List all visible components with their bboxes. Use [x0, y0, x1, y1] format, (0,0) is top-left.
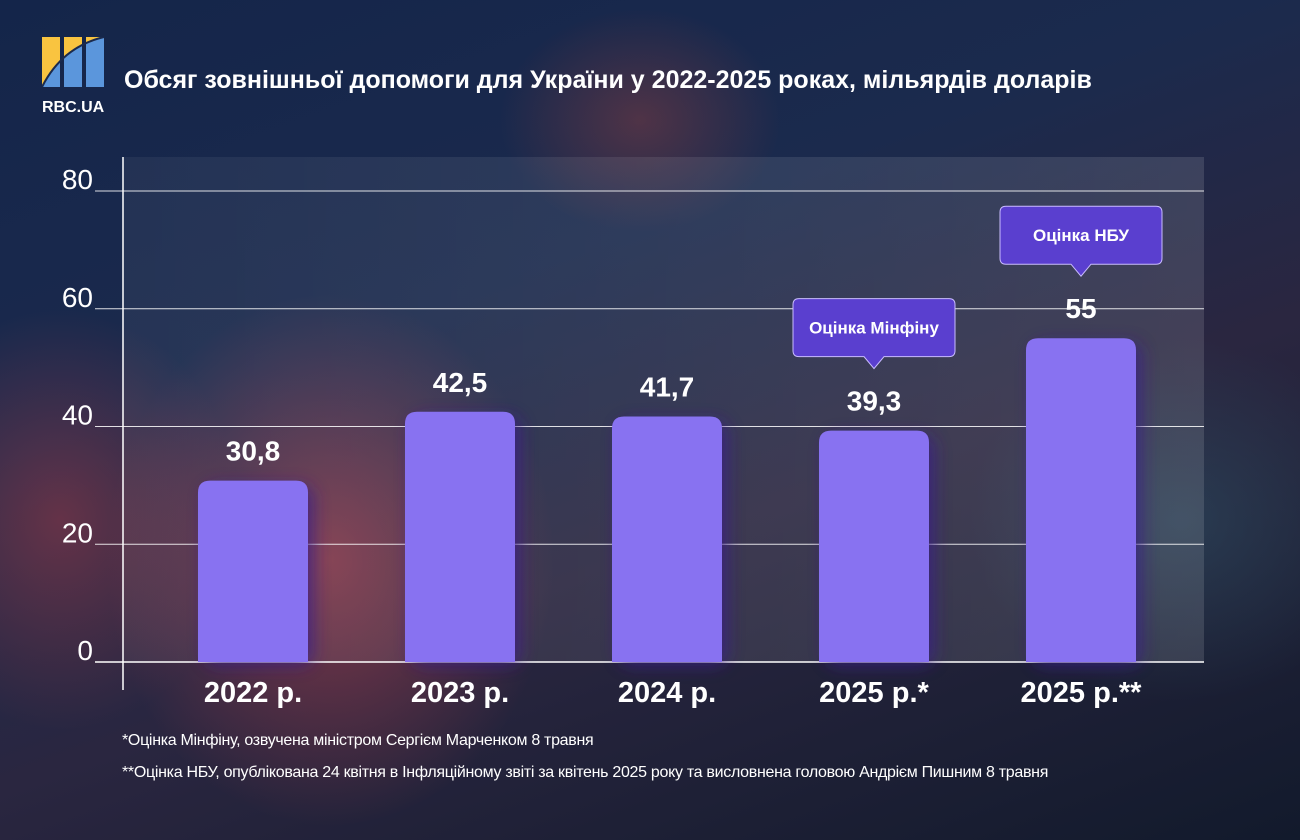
y-tick-label: 20: [62, 517, 93, 548]
bar: [405, 411, 515, 662]
footnote-1: *Оцінка Мінфіну, озвучена міністром Серг…: [122, 732, 594, 749]
logo-text: RBC.UA: [42, 99, 105, 116]
annotation-callout: [792, 298, 956, 370]
y-tick-label: 0: [77, 635, 93, 666]
annotation-text: Оцінка Мінфіну: [809, 319, 939, 338]
x-tick-label: 2023 р.: [411, 677, 509, 709]
x-tick-label: 2024 р.: [618, 677, 716, 709]
x-tick-label: 2022 р.: [204, 677, 302, 709]
bar: [1026, 338, 1136, 662]
chart-title: Обсяг зовнішньої допомоги для України у …: [124, 66, 1092, 94]
y-tick-label: 40: [62, 400, 93, 431]
bar: [198, 480, 308, 662]
x-tick-label: 2025 р.*: [819, 677, 929, 709]
bar-value-label: 30,8: [226, 436, 281, 467]
footnote-2: **Оцінка НБУ, опублікована 24 квітня в І…: [122, 764, 1049, 781]
bar-value-label: 55: [1065, 293, 1096, 324]
rbc-logo: [42, 37, 105, 88]
x-tick-label: 2025 р.**: [1021, 677, 1143, 709]
y-tick-label: 80: [62, 164, 93, 195]
bar-value-label: 41,7: [640, 371, 695, 402]
bar: [612, 416, 722, 662]
annotation-callout: [999, 205, 1163, 277]
bar-value-label: 42,5: [433, 367, 488, 398]
bar-value-label: 39,3: [847, 386, 902, 417]
annotation-text: Оцінка НБУ: [1033, 226, 1129, 245]
y-tick-label: 60: [62, 282, 93, 313]
bar: [819, 430, 929, 662]
